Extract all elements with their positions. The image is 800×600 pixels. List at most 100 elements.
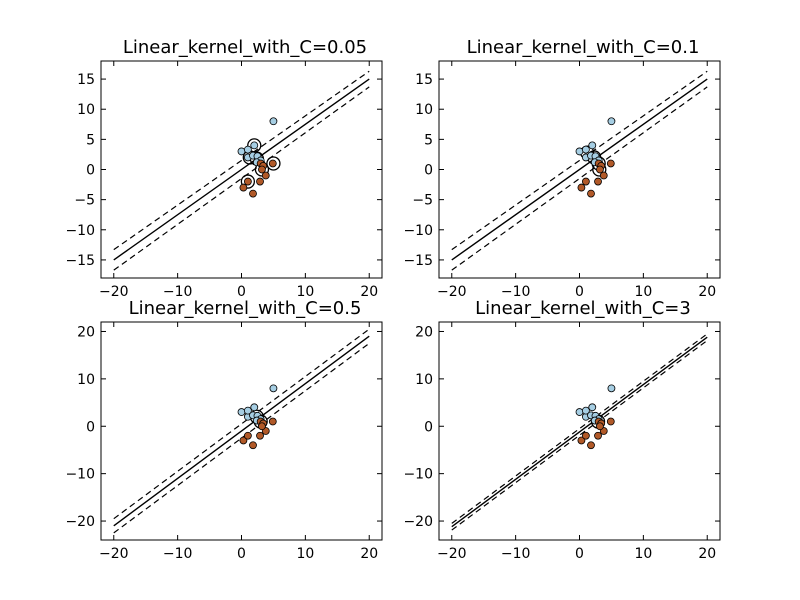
data-point-class-a [250, 141, 259, 150]
x-tick-label: −20 [99, 284, 129, 300]
y-tick-label: −10 [65, 467, 95, 483]
data-point-class-b [596, 165, 604, 174]
y-tick-label: 20 [77, 324, 95, 340]
x-tick-label: 10 [296, 546, 314, 562]
data-point-class-b [261, 171, 270, 180]
data-point-class-b [599, 171, 608, 180]
data-point-class-b [243, 177, 252, 186]
data-point-class-b [258, 422, 266, 431]
data-point-class-b [596, 422, 604, 431]
y-tick-label: 5 [424, 132, 433, 148]
y-tick-label: −5 [412, 193, 433, 209]
data-point-class-a [237, 408, 246, 416]
data-point-class-b [594, 177, 602, 186]
x-tick-label: −10 [163, 284, 193, 300]
data-point-class-a [269, 384, 278, 393]
x-tick-label: 20 [360, 284, 378, 300]
x-tick-label: −10 [163, 546, 193, 562]
x-tick-label: 0 [237, 284, 246, 300]
data-point-class-b [268, 417, 277, 426]
data-point-class-b [581, 177, 590, 186]
y-tick-label: 0 [86, 419, 95, 435]
subplot-c-0-1: Linear_kernel_with_C=0.1 −20 −10 0 10 20 −15 −… [403, 37, 721, 300]
margin-line-upper [451, 333, 708, 524]
x-tick-label: −20 [437, 546, 467, 562]
data-point-class-b [581, 431, 590, 440]
y-tick-label: −20 [65, 514, 95, 530]
data-point-class-b [577, 183, 586, 192]
data-point-class-b [243, 431, 252, 440]
x-tick-label: 0 [575, 284, 584, 300]
data-point-class-a [581, 145, 590, 154]
data-point-class-b [239, 183, 248, 192]
x-tick-label: 0 [575, 546, 584, 562]
y-tick-label: −10 [403, 223, 433, 239]
decision-boundary-line [451, 78, 708, 261]
margin-line-lower [451, 340, 708, 531]
data-point-class-a [243, 406, 252, 415]
x-tick-label: 0 [237, 546, 246, 562]
y-tick-label: 20 [415, 324, 433, 340]
y-tick-label: −20 [403, 514, 433, 530]
x-tick-label: 20 [698, 284, 716, 300]
x-tick-label: 10 [296, 284, 314, 300]
support-vector-ring [240, 174, 256, 189]
data-point-class-b [268, 159, 277, 168]
decision-boundary-line [113, 335, 370, 527]
data-point-class-b [606, 417, 615, 426]
x-tick-label: −20 [437, 284, 467, 300]
x-tick-label: −20 [99, 546, 129, 562]
subplot-title: Linear_kernel_with_C=0.1 [467, 37, 700, 58]
data-point-class-a [243, 145, 252, 154]
data-point-class-b [258, 165, 266, 174]
x-tick-label: 10 [634, 546, 652, 562]
data-point-class-b [239, 436, 248, 445]
x-tick-label: −10 [501, 284, 531, 300]
y-tick-label: −10 [403, 467, 433, 483]
data-point-class-b [587, 441, 595, 450]
data-point-class-a [575, 147, 584, 156]
y-tick-label: 10 [77, 372, 95, 388]
data-point-class-a [575, 408, 584, 416]
y-tick-label: 10 [415, 102, 433, 118]
subplot-c-0-05: Linear_kernel_with_C=0.05 −20 −10 0 10 20 −15… [65, 37, 383, 300]
margin-line-upper [113, 328, 370, 520]
margin-line-lower [113, 86, 370, 271]
data-point-class-a [588, 141, 597, 150]
data-point-class-a [607, 384, 616, 393]
data-point-class-b [256, 431, 264, 440]
subplot-c-3: Linear_kernel_with_C=3 −20 −10 0 10 20 −20 −10… [403, 298, 721, 562]
decision-boundary-line [113, 78, 370, 261]
margin-line-upper [451, 70, 708, 251]
x-tick-label: 10 [634, 284, 652, 300]
subplot-title: Linear_kernel_with_C=0.5 [129, 298, 362, 319]
data-point-class-b [256, 177, 264, 186]
y-tick-label: 10 [415, 372, 433, 388]
subplot-title: Linear_kernel_with_C=0.05 [123, 37, 367, 58]
y-tick-label: −10 [65, 223, 95, 239]
y-tick-label: 10 [77, 102, 95, 118]
y-tick-label: −15 [403, 253, 433, 269]
data-point-class-a [250, 403, 259, 412]
decision-boundary-line [451, 336, 708, 528]
data-point-class-b [594, 431, 602, 440]
data-point-class-b [249, 189, 257, 198]
data-point-class-b [587, 189, 595, 198]
x-tick-label: 20 [698, 546, 716, 562]
data-point-class-a [581, 406, 590, 415]
y-tick-label: 5 [86, 132, 95, 148]
support-vector-ring [266, 156, 281, 171]
y-tick-label: 15 [415, 72, 433, 88]
subplot-title: Linear_kernel_with_C=3 [475, 298, 691, 319]
data-point-class-a [269, 117, 278, 126]
data-point-class-a [588, 403, 597, 412]
y-tick-label: 0 [86, 163, 95, 179]
margin-line-lower [113, 342, 370, 534]
data-point-class-b [606, 159, 615, 168]
y-tick-label: 0 [424, 163, 433, 179]
data-point-class-a [237, 147, 246, 156]
y-tick-label: −5 [74, 193, 95, 209]
data-point-class-a [607, 117, 616, 126]
margin-line-upper [113, 70, 370, 251]
